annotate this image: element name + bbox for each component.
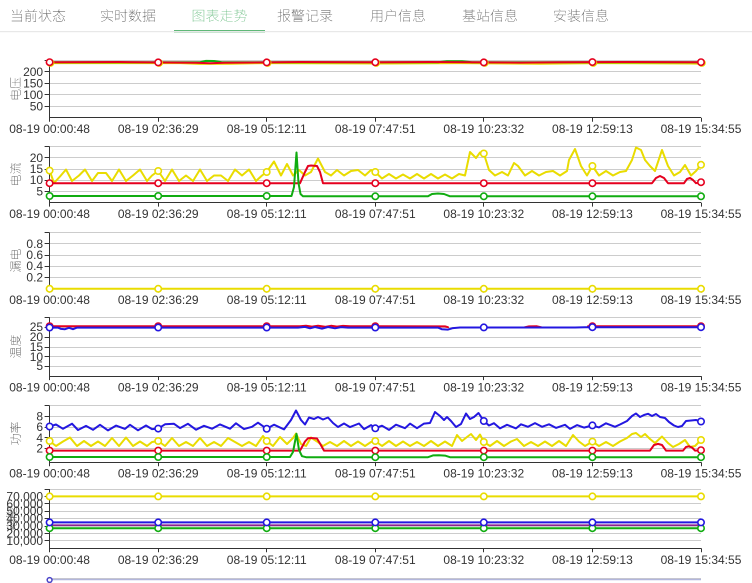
svg-text:5: 5 [36,184,43,198]
svg-text:10,000: 10,000 [6,534,43,548]
svg-text:08-19 10:23:32: 08-19 10:23:32 [443,293,524,307]
svg-text:08-19 12:59:13: 08-19 12:59:13 [552,467,633,481]
svg-text:08-19 00:00:48: 08-19 00:00:48 [9,467,90,481]
svg-text:70,000: 70,000 [6,489,43,503]
svg-text:15: 15 [30,162,44,176]
svg-text:30,000: 30,000 [6,519,43,533]
svg-text:08-19 02:36:29: 08-19 02:36:29 [118,553,199,567]
svg-text:08-19 15:34:55: 08-19 15:34:55 [661,553,742,567]
svg-text:08-19 12:59:13: 08-19 12:59:13 [552,381,633,395]
svg-text:5: 5 [36,359,43,373]
svg-text:200: 200 [23,65,43,79]
svg-text:8: 8 [36,409,43,423]
svg-text:10: 10 [30,173,44,187]
svg-text:08-19 10:23:32: 08-19 10:23:32 [443,467,524,481]
svg-text:08-19 00:00:48: 08-19 00:00:48 [9,207,90,221]
svg-text:15: 15 [30,340,44,354]
svg-text:08-19 07:47:51: 08-19 07:47:51 [335,467,416,481]
svg-text:50: 50 [30,99,44,113]
svg-text:100: 100 [23,88,43,102]
svg-text:08-19 10:23:32: 08-19 10:23:32 [443,381,524,395]
svg-text:150: 150 [23,76,43,90]
svg-text:20,000: 20,000 [6,527,43,541]
svg-text:08-19 05:12:11: 08-19 05:12:11 [227,381,307,395]
svg-text:08-19 12:59:13: 08-19 12:59:13 [552,122,633,136]
svg-text:08-19 05:12:11: 08-19 05:12:11 [227,207,307,221]
svg-text:08-19 00:00:48: 08-19 00:00:48 [9,122,90,136]
svg-text:20: 20 [30,330,44,344]
svg-text:08-19 15:34:55: 08-19 15:34:55 [661,122,742,136]
svg-text:08-19 02:36:29: 08-19 02:36:29 [118,122,199,136]
svg-text:08-19 00:00:48: 08-19 00:00:48 [9,553,90,567]
svg-text:08-19 07:47:51: 08-19 07:47:51 [335,381,416,395]
svg-text:08-19 15:34:55: 08-19 15:34:55 [661,293,742,307]
svg-text:4: 4 [36,431,43,445]
svg-text:08-19 10:23:32: 08-19 10:23:32 [443,207,524,221]
svg-text:08-19 05:12:11: 08-19 05:12:11 [227,553,307,567]
svg-text:08-19 15:34:55: 08-19 15:34:55 [661,467,742,481]
svg-text:08-19 10:23:32: 08-19 10:23:32 [443,122,524,136]
svg-text:20: 20 [30,151,44,165]
svg-text:0.6: 0.6 [26,248,43,262]
svg-text:25: 25 [30,320,44,334]
svg-text:08-19 07:47:51: 08-19 07:47:51 [335,207,416,221]
svg-text:60,000: 60,000 [6,497,43,511]
svg-text:08-19 10:23:32: 08-19 10:23:32 [443,553,524,567]
svg-text:6: 6 [36,420,43,434]
svg-text:08-19 02:36:29: 08-19 02:36:29 [118,293,199,307]
svg-text:08-19 00:00:48: 08-19 00:00:48 [9,381,90,395]
svg-text:08-19 05:12:11: 08-19 05:12:11 [227,122,307,136]
svg-text:0.2: 0.2 [26,270,43,284]
svg-text:08-19 02:36:29: 08-19 02:36:29 [118,381,199,395]
svg-text:08-19 12:59:13: 08-19 12:59:13 [552,293,633,307]
svg-text:2: 2 [36,442,43,456]
svg-text:40,000: 40,000 [6,512,43,526]
svg-text:08-19 07:47:51: 08-19 07:47:51 [335,122,416,136]
svg-text:08-19 12:59:13: 08-19 12:59:13 [552,207,633,221]
svg-text:0.4: 0.4 [26,259,43,273]
svg-text:08-19 05:12:11: 08-19 05:12:11 [227,293,307,307]
svg-text:08-19 07:47:51: 08-19 07:47:51 [335,293,416,307]
svg-text:08-19 00:00:48: 08-19 00:00:48 [9,293,90,307]
svg-text:08-19 02:36:29: 08-19 02:36:29 [118,207,199,221]
svg-text:08-19 02:36:29: 08-19 02:36:29 [118,467,199,481]
svg-text:08-19 07:47:51: 08-19 07:47:51 [335,553,416,567]
svg-text:08-19 12:59:13: 08-19 12:59:13 [552,553,633,567]
svg-text:08-19 15:34:55: 08-19 15:34:55 [661,381,742,395]
svg-text:08-19 15:34:55: 08-19 15:34:55 [661,207,742,221]
svg-text:10: 10 [30,350,44,364]
svg-text:0.8: 0.8 [26,237,43,251]
svg-text:08-19 05:12:11: 08-19 05:12:11 [227,467,307,481]
